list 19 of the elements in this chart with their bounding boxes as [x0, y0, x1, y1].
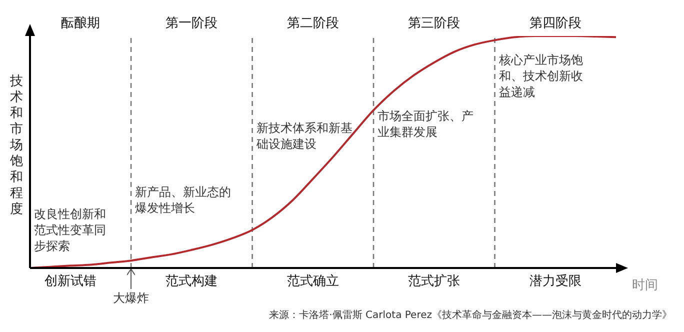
x-tick-label: 范式扩张 [408, 274, 460, 290]
source-note: 来源：卡洛塔·佩雷斯 Carlota Perez《技术革命与金融资本——泡沫与黄金时代的动力学》 [269, 308, 672, 322]
text: 第二阶段 [286, 15, 340, 32]
annotation: 市场全面扩张、产业集群发展 [378, 108, 475, 140]
text: 第三阶段 [407, 15, 462, 32]
annotation: 改良性创新和范式性变革同步探索 [34, 206, 107, 254]
x-tick-label: 创新试错 [44, 274, 96, 290]
x-axis-title: 时间 [632, 277, 658, 294]
x-tick-label: 范式确立 [286, 273, 339, 290]
annotation: 新产品、新业态的爆发性增长 [135, 184, 232, 216]
x-tick-label: 潜力受限 [529, 274, 582, 290]
x-tick-label: 范式构建 [166, 274, 218, 290]
annotation: 核心产业市场饱和、技术创新收益递减 [498, 52, 584, 100]
text: 技术和市场饱和程度 [10, 74, 23, 217]
text: 第一阶段 [164, 15, 219, 32]
text: 第四阶段 [528, 15, 582, 32]
annotation: 新技术体系和新基础设施建设 [256, 120, 354, 152]
text: 大爆炸 [112, 290, 150, 307]
text: 酝酿期 [60, 15, 102, 32]
